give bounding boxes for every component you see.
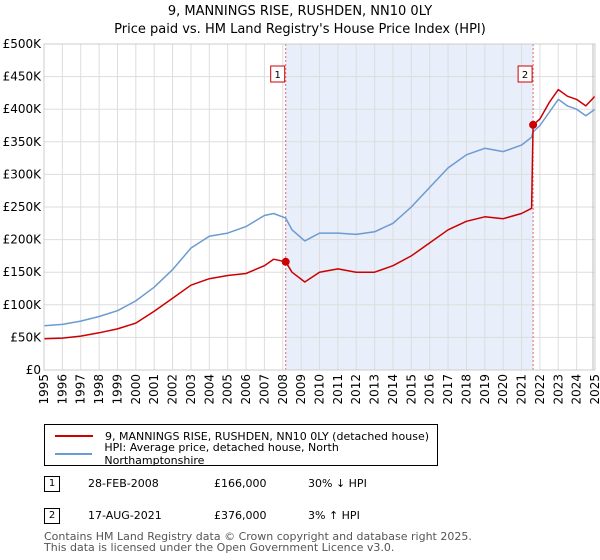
x-tick-label: 2001 xyxy=(147,374,161,405)
hpi-line xyxy=(43,98,596,327)
chart-title: 9, MANNINGS RISE, RUSHDEN, NN10 0LY xyxy=(167,4,433,19)
x-tick-label: 2011 xyxy=(331,374,345,405)
x-tick-label: 2022 xyxy=(533,374,547,405)
x-tick-label: 2002 xyxy=(166,374,180,405)
transaction-price: £376,000 xyxy=(214,509,267,522)
transaction-hpi: 30% ↓ HPI xyxy=(308,477,367,490)
x-tick-label: 2010 xyxy=(313,374,327,405)
x-tick-label: 2007 xyxy=(257,374,271,405)
x-tick-label: 2012 xyxy=(349,374,363,405)
y-tick-label: £150K xyxy=(3,265,43,279)
footer-copyright: Contains HM Land Registry data © Crown c… xyxy=(44,530,472,543)
x-tick-label: 2000 xyxy=(129,374,143,405)
property-price-line xyxy=(43,88,596,340)
legend-label-property: 9, MANNINGS RISE, RUSHDEN, NN10 0LY (det… xyxy=(105,429,430,443)
plot-border xyxy=(43,43,596,371)
x-tick-label: 2014 xyxy=(386,374,400,405)
x-tick-label: 2003 xyxy=(184,374,198,405)
sale-label-box xyxy=(517,65,533,83)
x-tick-label: 2005 xyxy=(221,374,235,405)
x-tick-label: 2023 xyxy=(551,374,565,405)
y-tick-label: £450K xyxy=(3,70,43,84)
y-tick-label: £400K xyxy=(3,102,43,116)
footer-licence: This data is licensed under the Open Gov… xyxy=(44,541,395,554)
x-tick-label: 2020 xyxy=(496,374,510,405)
sale-point xyxy=(529,120,538,129)
y-tick-label: £350K xyxy=(3,135,43,149)
x-tick-label: 2004 xyxy=(202,374,216,405)
x-tick-label: 2006 xyxy=(239,374,253,405)
chart-subtitle: Price paid vs. HM Land Registry's House … xyxy=(114,22,486,37)
x-tick-label: 2019 xyxy=(478,374,492,405)
x-tick-label: 2016 xyxy=(423,374,437,405)
y-tick-label: £250K xyxy=(3,200,43,214)
transaction-date: 28-FEB-2008 xyxy=(88,477,159,490)
transaction-number: 2 xyxy=(44,508,60,524)
table-row: 2 17-AUG-2021 £376,000 3% ↑ HPI xyxy=(44,506,464,526)
sale-point xyxy=(281,257,290,266)
y-tick-label: £100K xyxy=(3,298,43,312)
x-tick-label: 1995 xyxy=(37,374,51,405)
x-tick-label: 2024 xyxy=(570,374,584,405)
x-tick-label: 2021 xyxy=(515,374,529,405)
x-tick-label: 2008 xyxy=(276,374,290,405)
y-tick-label: £0 xyxy=(26,363,41,377)
transaction-number: 1 xyxy=(44,476,60,492)
y-tick-label: £500K xyxy=(3,37,43,51)
sale-label: 2 xyxy=(522,70,528,81)
footer: Contains HM Land Registry data © Crown c… xyxy=(44,531,472,553)
x-tick-label: 2009 xyxy=(294,374,308,405)
x-tick-label: 1999 xyxy=(110,374,124,405)
x-tick-label: 2017 xyxy=(441,374,455,405)
legend-label-hpi: HPI: Average price, detached house, Nort… xyxy=(104,441,339,467)
x-tick-label: 2018 xyxy=(459,374,473,405)
y-tick-label: £300K xyxy=(3,167,43,181)
y-tick-label: £200K xyxy=(3,233,43,247)
legend-swatch-hpi xyxy=(55,453,93,455)
x-tick-label: 1998 xyxy=(92,374,106,405)
x-tick-label: 1997 xyxy=(74,374,88,405)
legend-item-hpi: HPI: Average price, detached house, Nort… xyxy=(55,441,437,467)
transaction-hpi: 3% ↑ HPI xyxy=(308,509,360,522)
price-chart: 1 2 £0 £50K £100K £150K £200K £250K £300K £350K £4… xyxy=(3,37,600,405)
transaction-date: 17-AUG-2021 xyxy=(88,509,162,522)
x-tick-label: 1996 xyxy=(55,374,69,405)
sale-label: 1 xyxy=(275,70,281,81)
chart-legend: 9, MANNINGS RISE, RUSHDEN, NN10 0LY (det… xyxy=(44,424,438,467)
legend-swatch-property xyxy=(55,435,93,437)
x-tick-label: 2025 xyxy=(588,374,600,405)
sale-label-box xyxy=(270,65,286,83)
table-row: 1 28-FEB-2008 £166,000 30% ↓ HPI xyxy=(44,474,464,494)
transaction-price: £166,000 xyxy=(214,477,267,490)
y-tick-label: £50K xyxy=(10,330,42,344)
x-tick-label: 2013 xyxy=(368,374,382,405)
x-tick-label: 2015 xyxy=(404,374,418,405)
legend-item-property: 9, MANNINGS RISE, RUSHDEN, NN10 0LY (det… xyxy=(55,428,429,444)
